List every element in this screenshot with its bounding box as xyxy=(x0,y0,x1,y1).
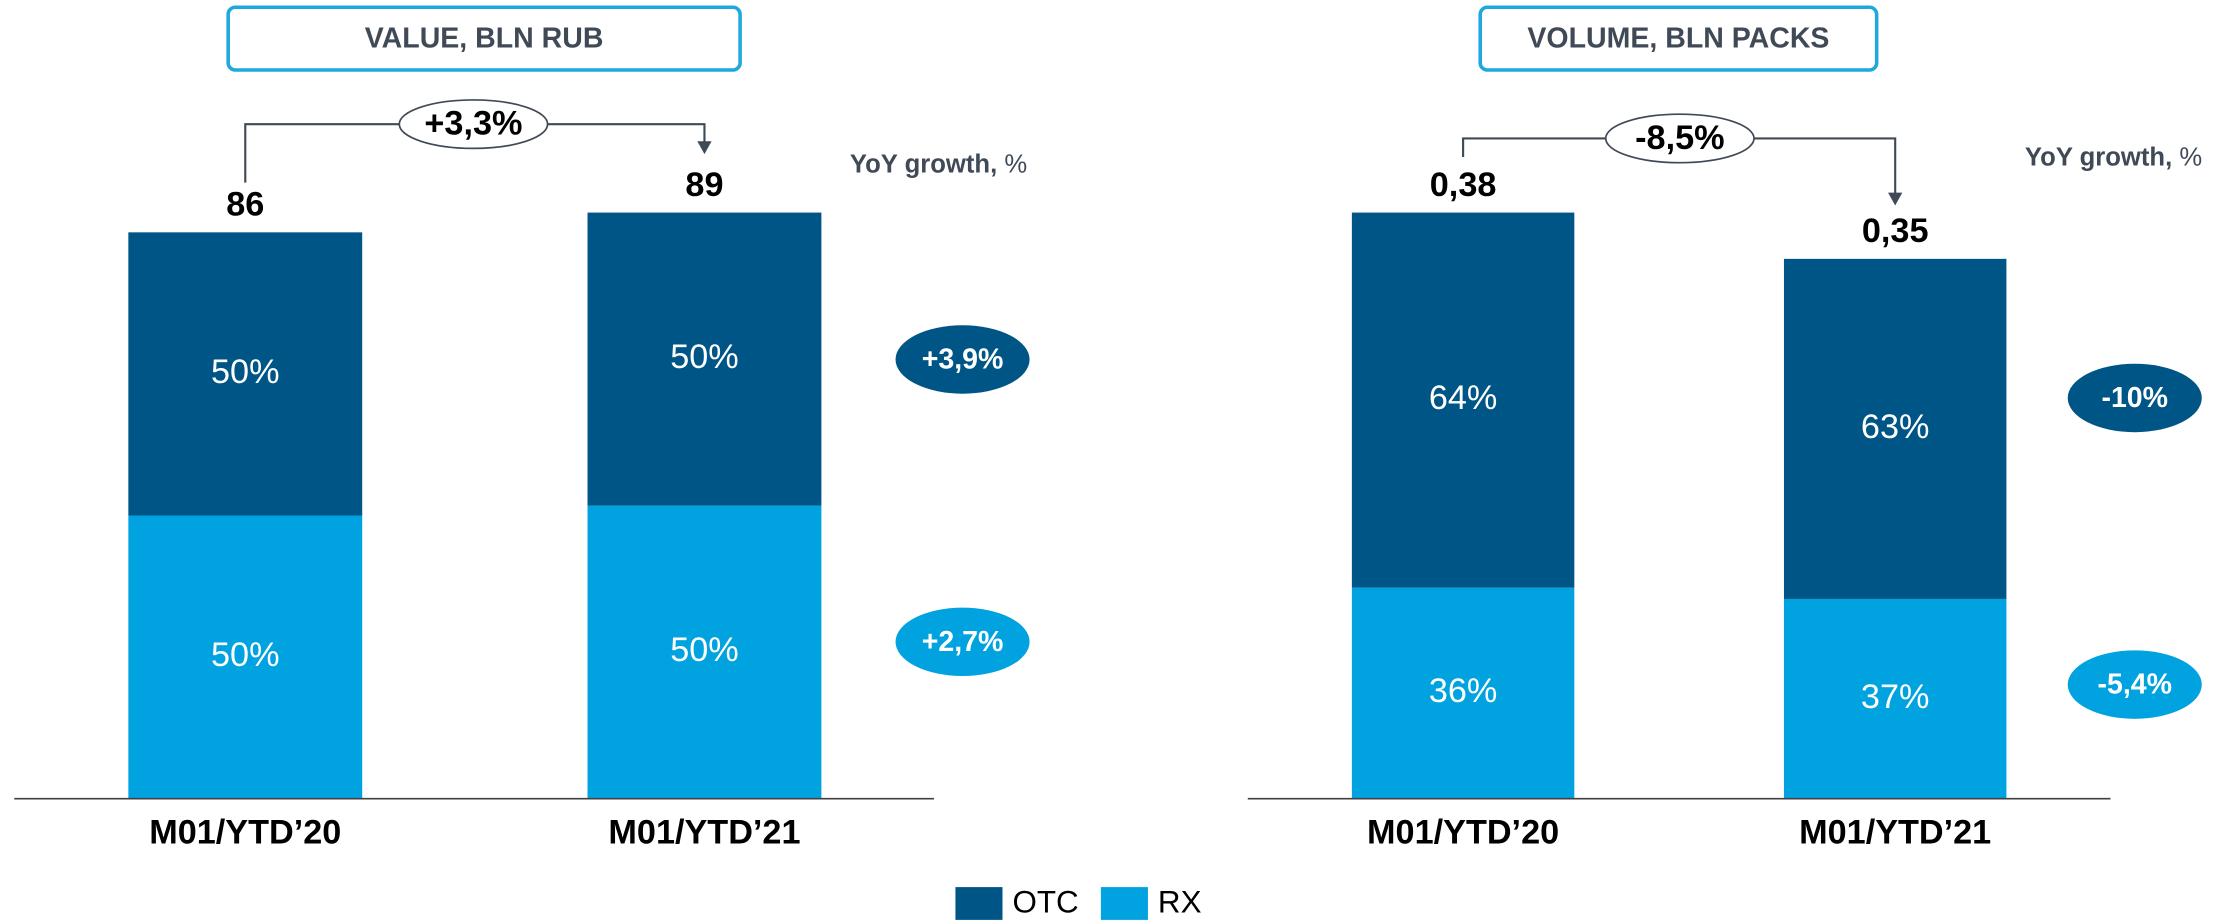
chart-title: VALUE, BLN RUB xyxy=(365,23,604,55)
yoy-label: -10% xyxy=(2101,382,2168,414)
chart-title: VOLUME, BLN PACKS xyxy=(1527,23,1829,55)
legend-label: RX xyxy=(1158,884,1202,919)
legend-swatch xyxy=(955,887,1003,920)
segment-label: 63% xyxy=(1861,408,1930,446)
yoy-bubble xyxy=(895,607,1030,677)
change-bubble xyxy=(1604,113,1755,164)
total-label: 89 xyxy=(685,166,723,204)
change-bubble xyxy=(398,99,549,150)
yoy-label: +3,9% xyxy=(922,343,1004,375)
bar-segment xyxy=(587,505,822,799)
yoy-title: YoY growth, % xyxy=(2025,143,2202,171)
yoy-unit: % xyxy=(2179,143,2202,171)
yoy-bubble xyxy=(2067,650,2202,719)
yoy-title-text: YoY growth, xyxy=(2025,143,2172,171)
category-label: M01/YTD’20 xyxy=(149,813,341,851)
bar-segment xyxy=(128,232,363,516)
legend-swatch xyxy=(1100,887,1148,920)
bar-segment xyxy=(587,212,822,506)
legend-label: OTC xyxy=(1012,884,1078,919)
bar-segment xyxy=(128,515,363,799)
segment-label: 50% xyxy=(670,631,739,669)
bar-segment xyxy=(1783,258,2007,599)
yoy-label: +2,7% xyxy=(922,626,1004,658)
bar-segment xyxy=(1351,587,1575,799)
segment-label: 50% xyxy=(670,338,739,376)
change-arrow xyxy=(1888,192,1903,206)
total-label: 0,35 xyxy=(1862,212,1929,250)
change-label: -8,5% xyxy=(1635,119,1724,157)
segment-label: 64% xyxy=(1429,379,1498,417)
yoy-label: -5,4% xyxy=(2098,669,2173,701)
yoy-bubble xyxy=(2067,363,2202,433)
change-arrow xyxy=(697,141,712,155)
title-box xyxy=(226,5,742,72)
category-label: M01/YTD’21 xyxy=(608,813,800,851)
bar-segment xyxy=(1783,598,2007,799)
total-label: 86 xyxy=(226,186,264,224)
yoy-unit: % xyxy=(1004,150,1027,178)
category-label: M01/YTD’20 xyxy=(1367,813,1559,851)
title-box xyxy=(1478,5,1879,72)
segment-label: 50% xyxy=(211,353,280,391)
category-label: M01/YTD’21 xyxy=(1799,813,1991,851)
yoy-bubble xyxy=(895,325,1030,394)
change-label: +3,3% xyxy=(424,105,522,143)
total-label: 0,38 xyxy=(1430,166,1497,204)
bar-segment xyxy=(1351,212,1575,588)
yoy-title: YoY growth, % xyxy=(850,150,1027,178)
segment-label: 50% xyxy=(211,636,280,674)
segment-label: 36% xyxy=(1429,672,1498,710)
segment-label: 37% xyxy=(1861,678,1930,716)
yoy-title-text: YoY growth, xyxy=(850,150,997,178)
